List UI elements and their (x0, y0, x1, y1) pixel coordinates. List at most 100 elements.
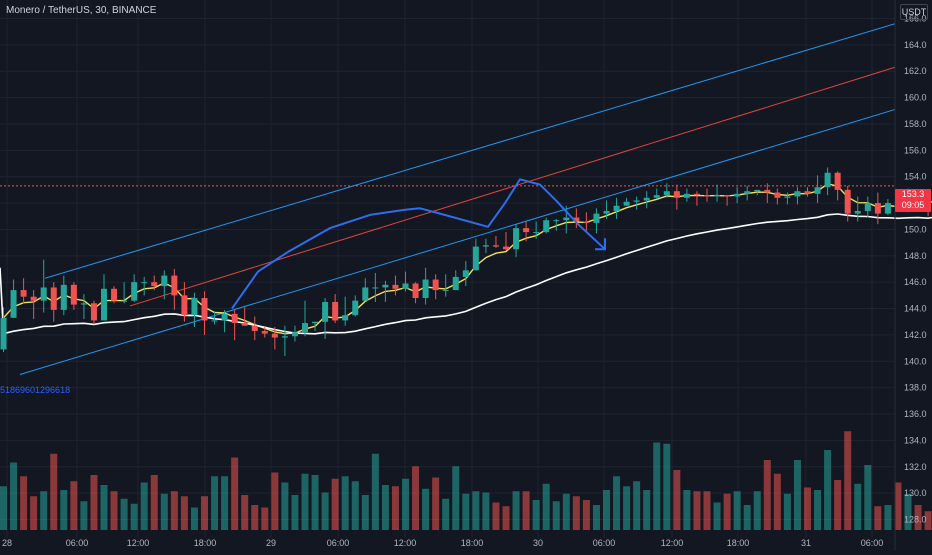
volume-bar (492, 503, 499, 531)
volume-bars (0, 424, 932, 530)
volume-bar (10, 463, 17, 531)
volume-bar (442, 499, 449, 530)
volume-bar (422, 489, 429, 530)
price-tick-label: 132.0 (904, 462, 927, 472)
volume-bar (211, 476, 218, 530)
candle-body (734, 194, 740, 197)
candle-body (754, 190, 760, 191)
candle-body (604, 211, 610, 214)
ma-fast-line (4, 171, 932, 334)
volume-bar (523, 491, 530, 530)
candle-body (352, 301, 358, 316)
candle-body (372, 287, 378, 288)
volume-bar (90, 475, 97, 530)
candle-countdown: 09:05 (895, 200, 931, 211)
volume-bar (151, 475, 158, 530)
volume-bar (382, 485, 389, 530)
candle-body (292, 332, 298, 336)
candle-body (503, 247, 509, 250)
volume-bar (462, 494, 469, 530)
volume-bar (633, 481, 640, 530)
candle-body (51, 287, 57, 309)
volume-bar (312, 475, 319, 530)
volume-bar (663, 444, 670, 530)
parallel-channel[interactable] (0, 24, 895, 375)
volume-bar (302, 474, 309, 530)
indicator-value: 51869601296618 (0, 385, 70, 395)
volume-bar (402, 479, 409, 530)
volume-bar (171, 491, 178, 530)
time-tick-label: 12:00 (127, 538, 150, 548)
volume-bar (50, 454, 57, 530)
candle-body (31, 297, 37, 301)
volume-bar (362, 495, 369, 530)
candle-body (513, 228, 519, 249)
volume-bar (714, 503, 721, 531)
candle-body (81, 303, 87, 304)
candle-body (684, 194, 690, 198)
volume-bar (241, 495, 248, 530)
price-tick-label: 130.0 (904, 488, 927, 498)
volume-bar (412, 466, 419, 530)
candle-body (644, 198, 650, 201)
candles (1, 153, 932, 356)
candle-body (453, 277, 459, 290)
volume-bar (613, 476, 620, 530)
volume-bar (342, 476, 349, 530)
candle-body (784, 196, 790, 197)
grid (0, 0, 895, 538)
volume-bar (261, 508, 268, 531)
candle-body (212, 320, 218, 321)
candle-body (583, 222, 589, 223)
candle-body (302, 323, 308, 332)
volume-bar (653, 443, 660, 531)
candle-body (161, 276, 167, 287)
volume-bar (161, 494, 168, 530)
volume-bar (432, 478, 439, 531)
volume-bar (814, 490, 821, 530)
candle-body (443, 290, 449, 291)
candle-body (493, 245, 499, 246)
candle-body (232, 314, 238, 323)
volume-bar (392, 486, 399, 530)
candle-body (533, 232, 539, 233)
candle-body (403, 284, 409, 289)
volume-bar (533, 500, 540, 530)
price-tick-label: 160.0 (904, 93, 927, 103)
price-axis[interactable]: 128.0130.0132.0134.0136.0138.0140.0142.0… (895, 0, 927, 550)
currency-badge[interactable]: USDT (900, 4, 928, 20)
volume-bar (513, 491, 520, 530)
volume-bar (221, 476, 228, 530)
candle-body (252, 326, 258, 331)
price-tick-label: 146.0 (904, 277, 927, 287)
candle-body (423, 280, 429, 298)
candle-body (664, 191, 670, 195)
candle-body (181, 295, 187, 315)
volume-bar (864, 465, 871, 530)
candle-body (483, 245, 489, 246)
volume-bar (784, 494, 791, 530)
price-tick-label: 156.0 (904, 145, 927, 155)
price-tick-label: 164.0 (904, 40, 927, 50)
volume-bar (80, 501, 87, 530)
volume-bar (543, 484, 550, 530)
candle-body (845, 190, 851, 214)
volume-bar (734, 491, 741, 530)
candle-body (794, 191, 800, 196)
candle-body (704, 195, 710, 196)
current-price-label: 153.3 09:05 (895, 189, 931, 212)
volume-bar (111, 491, 118, 530)
volume-bar (141, 483, 148, 531)
candle-body (41, 287, 47, 300)
volume-bar (834, 480, 841, 530)
volume-bar (704, 491, 711, 530)
volume-bar (472, 491, 479, 530)
volume-bar (844, 431, 851, 530)
volume-bar (693, 491, 700, 530)
candle-body (413, 284, 419, 299)
volume-bar (764, 460, 771, 530)
candle-body (91, 303, 97, 320)
